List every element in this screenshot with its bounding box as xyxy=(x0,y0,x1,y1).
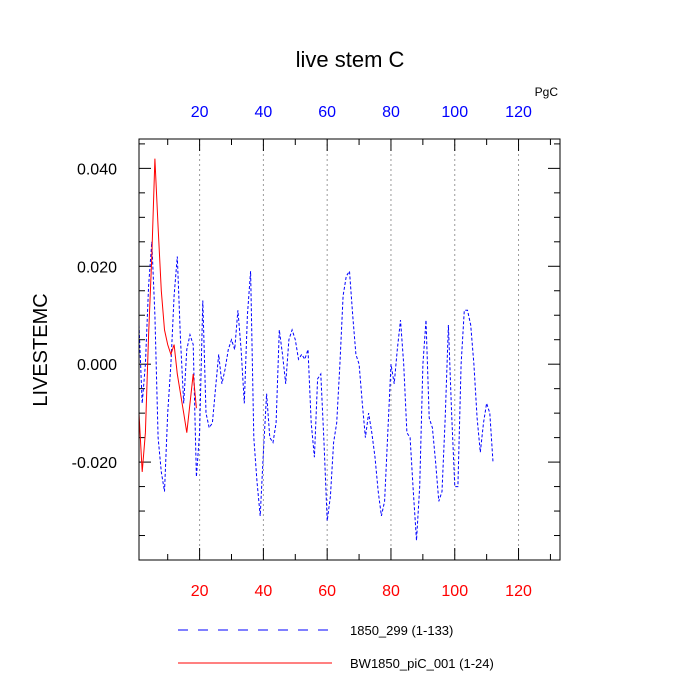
x-tick-label-bottom: 80 xyxy=(382,583,400,600)
y-tick-label: -0.020 xyxy=(72,455,117,472)
grid xyxy=(199,139,520,560)
x-tick-label-bottom: 120 xyxy=(505,583,532,600)
x-tick-label-top: 40 xyxy=(254,104,272,121)
series-line-2 xyxy=(138,158,197,472)
legend: 1850_299 (1-133) BW1850_piC_001 (1-24) xyxy=(178,623,494,671)
x-tick-label-bottom: 20 xyxy=(191,583,209,600)
plot-frame xyxy=(138,138,561,561)
y-tick-label: 0.020 xyxy=(77,259,117,276)
x-tick-label-bottom: 60 xyxy=(318,583,336,600)
x-tick-label-top: 120 xyxy=(505,104,532,121)
x-tick-label-top: 60 xyxy=(318,104,336,121)
x-tick-label-top: 20 xyxy=(191,104,209,121)
y-axis-label: LIVESTEMC xyxy=(30,293,52,406)
chart-title: live stem C xyxy=(296,47,405,72)
legend-label-1: 1850_299 (1-133) xyxy=(350,623,453,638)
y-tick-label: 0.000 xyxy=(77,357,117,374)
series-line-1 xyxy=(138,241,494,541)
x-tick-label-bottom: 40 xyxy=(254,583,272,600)
y-tick-label: 0.040 xyxy=(77,161,117,178)
x-tick-label-bottom: 100 xyxy=(441,583,468,600)
legend-label-2: BW1850_piC_001 (1-24) xyxy=(350,656,494,671)
tick-labels: 20 20 40 40 60 60 80 80 100 100 120 120 -0.020 0.000 0… xyxy=(72,104,532,600)
x-tick-label-top: 100 xyxy=(441,104,468,121)
units-label: PgC xyxy=(535,85,559,99)
x-tick-label-top: 80 xyxy=(382,104,400,121)
axis-ticks xyxy=(139,139,560,560)
series-group xyxy=(138,158,494,541)
